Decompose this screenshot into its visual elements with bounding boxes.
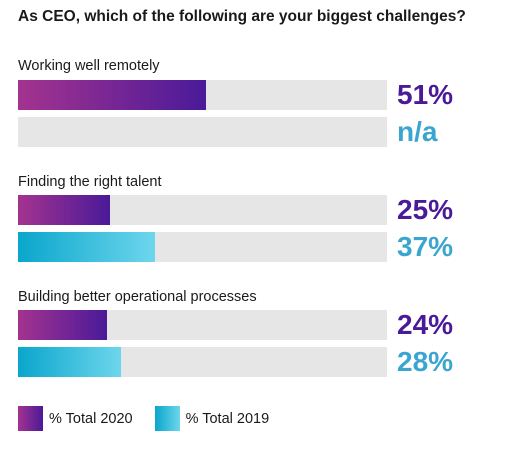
data-label-2020: 51% [397,79,454,110]
data-label-2020: 24% [397,309,454,340]
legend-item-2019: % Total 2019 [154,406,270,431]
data-label-2019: 37% [397,231,454,262]
legend: % Total 2020 % Total 2019 [18,406,291,431]
bar-track [18,195,387,225]
legend-swatch-2019 [154,406,180,431]
category-label: Building better operational processes [18,289,257,305]
legend-swatch-2020 [18,406,43,431]
bar-2020 [18,80,207,110]
legend-label-2020: % Total 2020 [49,410,133,427]
legend-label-2019: % Total 2019 [185,410,270,427]
bar-track [18,310,387,340]
legend-item-2020: % Total 2020 [18,406,133,431]
bar-2020 [18,310,107,340]
bar-track [18,232,387,262]
bar-track [18,80,387,110]
data-label-2019: n/a [397,116,438,147]
bar-track [18,347,387,377]
data-label-2020: 25% [397,194,454,225]
category-label: Finding the right talent [18,174,162,190]
data-label-2019: 28% [397,346,454,377]
bar-2019 [18,347,122,377]
chart-title: As CEO, which of the following are your … [18,8,466,25]
bar-2020 [18,195,111,225]
bar-track [18,117,387,147]
category-label: Working well remotely [18,58,160,74]
bar-2019 [18,232,155,262]
